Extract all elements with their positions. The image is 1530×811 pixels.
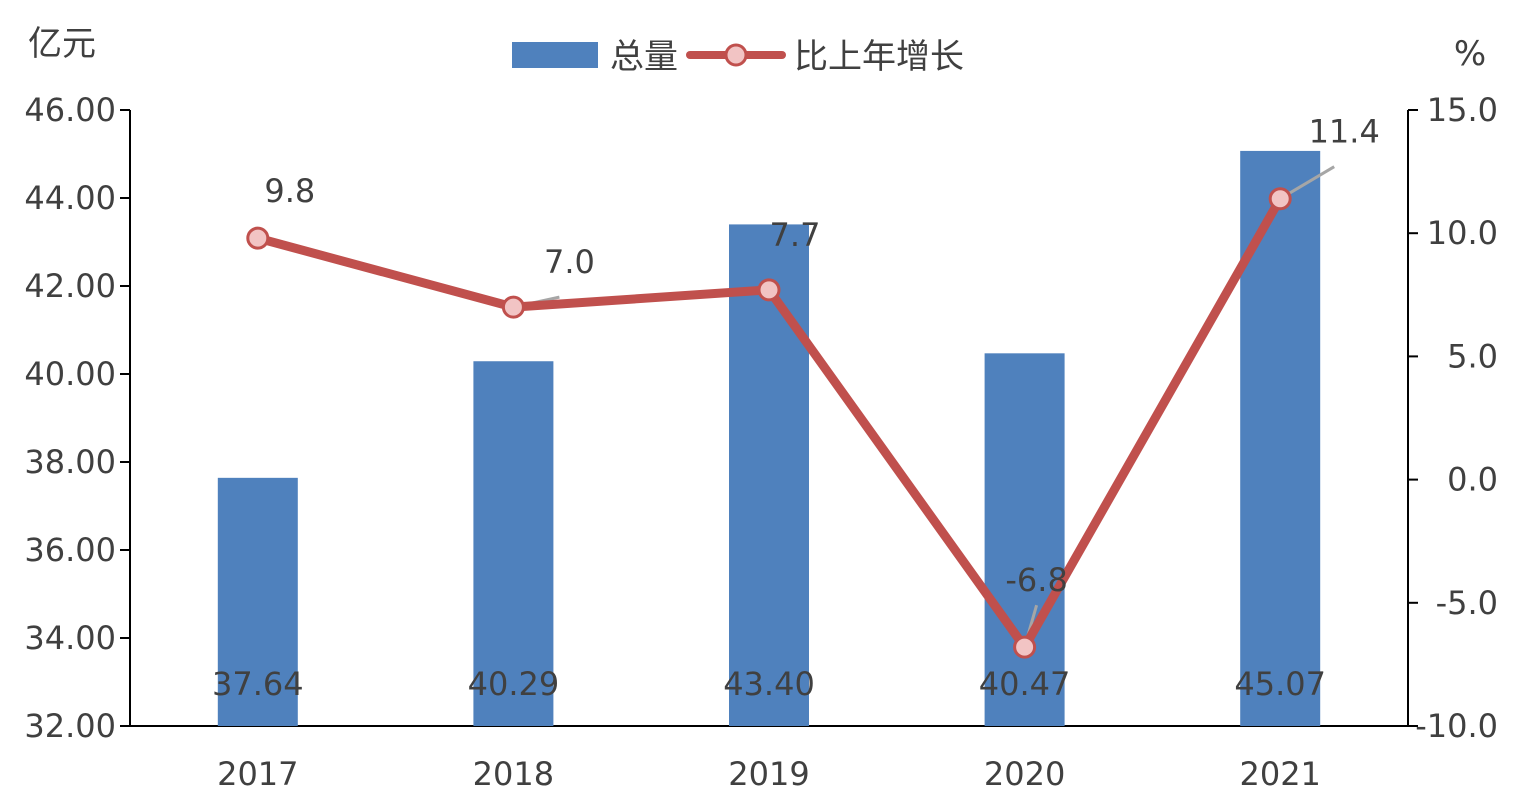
line-value-labels: 9.8 7.0 7.7 -6.8 11.4: [264, 113, 1379, 599]
left-tick-label: 32.00: [24, 707, 116, 745]
growth-point-2018: [501, 295, 525, 319]
x-tick-label: 2021: [1239, 755, 1320, 793]
growth-point-2021: [1268, 187, 1292, 211]
left-tick-label: 40.00: [24, 355, 116, 393]
left-tick-label: 34.00: [24, 619, 116, 657]
legend-marker-growth: [724, 43, 748, 67]
left-tick-label: 44.00: [24, 179, 116, 217]
bar-2018: [473, 361, 554, 726]
right-tick-label: 5.0: [1447, 337, 1498, 375]
growth-point-2020: [1013, 635, 1037, 659]
left-tick-label: 42.00: [24, 267, 116, 305]
bar-value-label: 37.64: [212, 665, 304, 703]
legend: 总量 比上年增长: [512, 37, 964, 77]
growth-value-label: 7.0: [544, 243, 595, 281]
label-leader-lines: [513, 165, 1335, 648]
legend-swatch-total: [512, 42, 598, 68]
bar-value-label: 40.29: [468, 665, 560, 703]
left-tick-label: 38.00: [24, 443, 116, 481]
right-tick-label: -10.0: [1415, 707, 1498, 745]
growth-value-label: 9.8: [264, 172, 315, 210]
x-tick-label: 2018: [473, 755, 554, 793]
bar-2020: [984, 353, 1065, 726]
left-tick-label: 36.00: [24, 531, 116, 569]
left-axis-ticks: 32.00 34.00 36.00 38.00 40.00 42.00 44.00 46.00: [24, 91, 130, 745]
x-tick-label: 2020: [984, 755, 1065, 793]
growth-value-label: 7.7: [770, 216, 821, 254]
right-tick-label: 15.0: [1427, 91, 1498, 129]
right-tick-label: -5.0: [1436, 584, 1498, 622]
line-series-growth: [246, 187, 1292, 659]
right-tick-label: 0.0: [1447, 461, 1498, 499]
growth-point-2017: [246, 226, 270, 250]
bar-2021: [1240, 150, 1321, 727]
legend-label-growth: 比上年增长: [794, 37, 964, 77]
left-tick-label: 46.00: [24, 91, 116, 129]
bar-value-label: 40.47: [979, 665, 1071, 703]
x-tick-label: 2019: [728, 755, 809, 793]
bar-value-label: 43.40: [723, 665, 815, 703]
right-tick-label: 10.0: [1427, 214, 1498, 252]
legend-label-total: 总量: [610, 37, 678, 77]
right-axis-unit: %: [1454, 34, 1486, 74]
growth-point-2019: [757, 278, 781, 302]
left-axis-unit: 亿元: [28, 24, 96, 64]
x-axis-labels: 2017 2018 2019 2020 2021: [217, 755, 1321, 793]
bar-2017: [217, 477, 298, 726]
bar-2019: [729, 224, 809, 726]
growth-value-label: 11.4: [1309, 113, 1380, 151]
x-tick-label: 2017: [217, 755, 298, 793]
bar-value-labels: 37.64 40.29 43.40 40.47 45.07: [212, 665, 1326, 703]
growth-value-label: -6.8: [1005, 561, 1067, 599]
bar-value-label: 45.07: [1234, 665, 1326, 703]
right-axis-ticks: -10.0 -5.0 0.0 5.0 10.0 15.0: [1408, 91, 1498, 745]
